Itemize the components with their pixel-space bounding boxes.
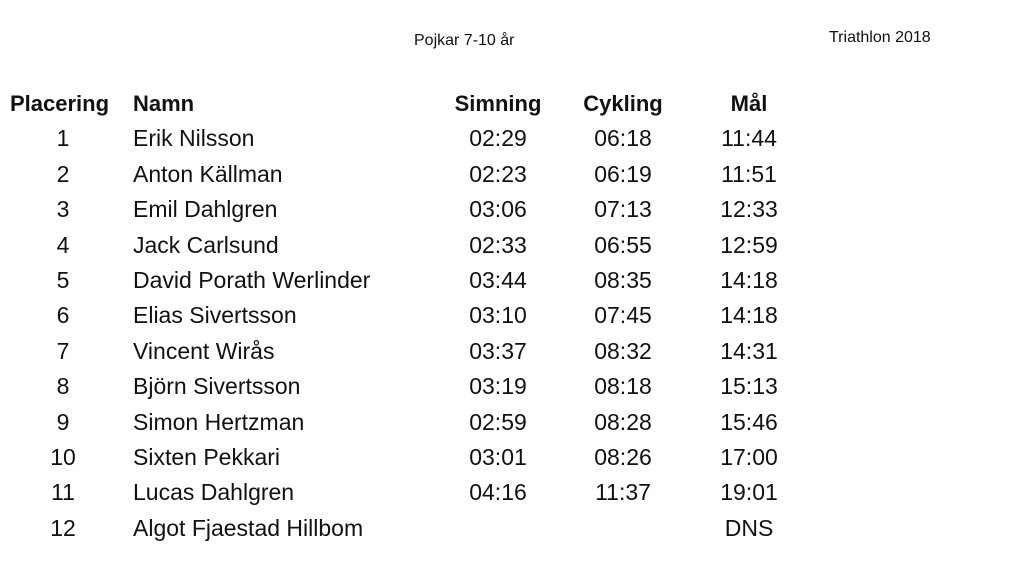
header-place: Placering [10, 91, 110, 116]
row-swim: 03:06 [469, 196, 527, 223]
row-goal: 17:00 [720, 443, 778, 470]
row-name: Algot Fjaestad Hillbom [133, 514, 364, 541]
header-swim: Simning [454, 91, 542, 116]
page-title: Pojkar 7-10 år [414, 32, 515, 49]
row-place: 7 [56, 337, 70, 364]
row-cycle: 06:19 [594, 160, 652, 187]
row-place: 4 [56, 231, 70, 258]
row-place: 6 [56, 302, 70, 329]
row-place: 9 [56, 408, 70, 435]
table-row: 2 Anton Källman 02:23 06:19 11:51 [0, 157, 1024, 192]
table-row: 8 Björn Sivertsson 03:19 08:18 15:13 [0, 369, 1024, 404]
table-row: 7 Vincent Wirås 03:37 08:32 14:31 [0, 334, 1024, 369]
row-name: Erik Nilsson [133, 125, 255, 152]
row-name: Simon Hertzman [133, 408, 305, 435]
row-name: Sixten Pekkari [133, 443, 281, 470]
row-cycle: 11:37 [595, 479, 651, 506]
row-goal: DNS [724, 514, 774, 541]
table-row: 6 Elias Sivertsson 03:10 07:45 14:18 [0, 298, 1024, 333]
row-place: 11 [51, 479, 75, 506]
row-swim: 02:29 [469, 125, 527, 152]
row-swim: 04:16 [469, 479, 527, 506]
header-goal: Mål [730, 91, 768, 116]
row-cycle [574, 511, 672, 546]
row-swim: 02:59 [469, 408, 527, 435]
header-name: Namn [133, 91, 195, 116]
row-goal: 11:51 [721, 160, 777, 187]
table-row: 11 Lucas Dahlgren 04:16 11:37 19:01 [0, 475, 1024, 510]
row-goal: 15:46 [720, 408, 778, 435]
row-place: 12 [50, 514, 76, 541]
row-swim [450, 511, 546, 546]
row-goal: 19:01 [720, 479, 778, 506]
row-swim: 03:01 [469, 443, 527, 470]
row-cycle: 06:18 [594, 125, 652, 152]
table-row: 10 Sixten Pekkari 03:01 08:26 17:00 [0, 440, 1024, 475]
table-body: 1 Erik Nilsson 02:29 06:18 11:44 2 Anton Källm… [0, 121, 1024, 546]
row-name: Vincent Wirås [133, 337, 275, 364]
row-name: Elias Sivertsson [133, 302, 297, 329]
row-cycle: 08:28 [594, 408, 652, 435]
event-title: Triathlon 2018 [829, 29, 931, 46]
row-name: Anton Källman [133, 160, 283, 187]
table-row: 5 David Porath Werlinder 03:44 08:35 14:18 [0, 263, 1024, 298]
row-place: 10 [50, 443, 76, 470]
header-cycle: Cykling [583, 91, 663, 116]
row-swim: 03:10 [469, 302, 527, 329]
table-row: 12 Algot Fjaestad Hillbom DNS [0, 511, 1024, 546]
row-place: 5 [56, 266, 70, 293]
row-place: 3 [56, 196, 70, 223]
row-name: David Porath Werlinder [133, 266, 371, 293]
table-row: 9 Simon Hertzman 02:59 08:28 15:46 [0, 405, 1024, 440]
row-name: Emil Dahlgren [133, 196, 278, 223]
row-goal: 12:59 [720, 231, 778, 258]
row-swim: 03:37 [469, 337, 527, 364]
row-goal: 11:44 [721, 125, 777, 152]
row-goal: 15:13 [720, 373, 778, 400]
row-cycle: 07:45 [594, 302, 652, 329]
row-goal: 14:18 [720, 266, 778, 293]
row-name: Lucas Dahlgren [133, 479, 295, 506]
row-goal: 14:31 [720, 337, 778, 364]
row-place: 2 [56, 160, 70, 187]
row-goal: 14:18 [720, 302, 778, 329]
row-swim: 02:33 [469, 231, 527, 258]
row-place: 1 [56, 125, 70, 152]
row-cycle: 08:32 [594, 337, 652, 364]
table-header-row: Placering Namn Simning Cykling Mål [0, 86, 1024, 121]
row-cycle: 06:55 [594, 231, 652, 258]
row-swim: 03:19 [469, 373, 527, 400]
table-row: 1 Erik Nilsson 02:29 06:18 11:44 [0, 121, 1024, 156]
row-swim: 03:44 [469, 266, 527, 293]
results-table: Placering Namn Simning Cykling Mål 1 Erik… [0, 86, 1024, 546]
table-row: 3 Emil Dahlgren 03:06 07:13 12:33 [0, 192, 1024, 227]
row-swim: 02:23 [469, 160, 527, 187]
row-goal: 12:33 [720, 196, 778, 223]
table-row: 4 Jack Carlsund 02:33 06:55 12:59 [0, 228, 1024, 263]
row-cycle: 07:13 [594, 196, 652, 223]
row-cycle: 08:26 [594, 443, 652, 470]
row-name: Björn Sivertsson [133, 373, 301, 400]
row-name: Jack Carlsund [133, 231, 279, 258]
row-cycle: 08:35 [594, 266, 652, 293]
row-place: 8 [56, 373, 70, 400]
row-cycle: 08:18 [594, 373, 652, 400]
